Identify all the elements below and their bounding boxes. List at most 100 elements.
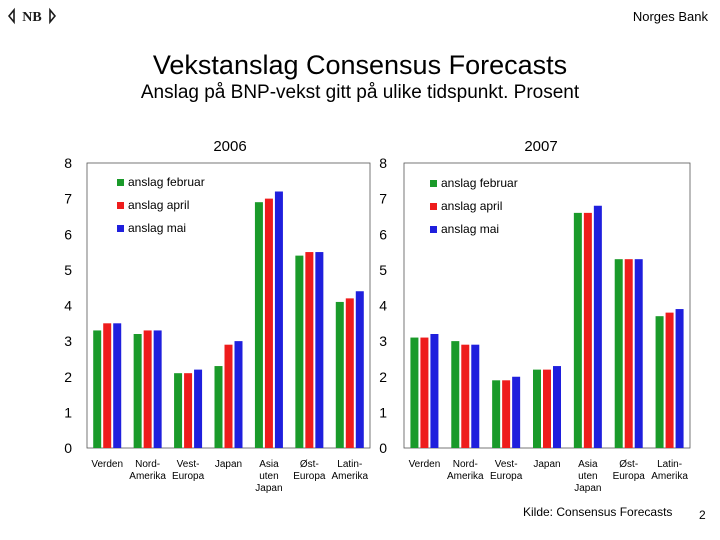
y-tick-label: 7 bbox=[64, 191, 72, 207]
x-category-label: Verden bbox=[91, 459, 123, 470]
x-category-label: Amerika bbox=[331, 471, 368, 482]
y-tick-label: 4 bbox=[64, 298, 72, 314]
y-tick-label: 2 bbox=[64, 369, 72, 385]
y-tick-label: 3 bbox=[64, 333, 72, 349]
y-tick-label: 0 bbox=[64, 440, 72, 456]
bar-anslag-mai-6 bbox=[355, 291, 364, 448]
y-tick-label: 4 bbox=[379, 298, 387, 314]
x-category-label: Latin- bbox=[657, 459, 682, 470]
chart-title: 2007 bbox=[524, 138, 557, 155]
legend-swatch bbox=[117, 202, 124, 209]
legend-swatch bbox=[430, 180, 437, 187]
bar-anslag-februar-0 bbox=[93, 330, 102, 448]
bar-anslag-april-0 bbox=[103, 323, 112, 448]
bar-anslag-mai-4 bbox=[593, 205, 602, 448]
y-tick-label: 0 bbox=[379, 440, 387, 456]
bar-anslag-april-6 bbox=[665, 312, 674, 448]
x-category-label: Asia bbox=[259, 459, 279, 470]
bar-anslag-april-2 bbox=[184, 373, 193, 448]
bar-anslag-februar-2 bbox=[492, 380, 501, 448]
bar-anslag-februar-3 bbox=[214, 366, 223, 448]
bar-anslag-april-5 bbox=[624, 259, 633, 448]
legend-label: anslag mai bbox=[128, 221, 186, 235]
bar-anslag-februar-1 bbox=[133, 334, 142, 448]
bar-anslag-april-6 bbox=[345, 298, 354, 448]
bar-anslag-mai-6 bbox=[675, 309, 684, 448]
x-category-label: Verden bbox=[409, 459, 441, 470]
x-category-label: Amerika bbox=[129, 471, 166, 482]
page-title: Vekstanslag Consensus Forecasts bbox=[152, 50, 568, 80]
y-tick-label: 2 bbox=[379, 369, 387, 385]
bar-anslag-februar-6 bbox=[335, 301, 344, 448]
x-category-label: Europa bbox=[490, 471, 523, 482]
y-tick-label: 7 bbox=[379, 191, 387, 207]
bar-anslag-mai-3 bbox=[553, 366, 561, 448]
x-category-label: Nord- bbox=[135, 459, 160, 470]
legend-label: anslag mai bbox=[441, 222, 499, 236]
y-tick-label: 8 bbox=[64, 155, 72, 171]
y-tick-label: 5 bbox=[64, 262, 72, 278]
bar-anslag-februar-6 bbox=[655, 316, 664, 448]
bar-anslag-april-0 bbox=[420, 337, 429, 448]
bar-anslag-april-4 bbox=[583, 212, 592, 448]
page-subtitle: Anslag på BNP-vekst gitt på ulike tidspu… bbox=[140, 82, 580, 103]
bar-anslag-mai-0 bbox=[113, 323, 122, 448]
norges-bank-logo: NB bbox=[8, 7, 56, 25]
logo-lettering: NB bbox=[22, 10, 41, 25]
x-category-label: uten bbox=[259, 471, 278, 482]
bar-anslag-april-3 bbox=[224, 344, 233, 448]
bar-anslag-april-4 bbox=[264, 198, 273, 448]
bar-anslag-februar-3 bbox=[533, 369, 541, 448]
bar-anslag-februar-4 bbox=[573, 212, 582, 448]
legend-label: anslag april bbox=[441, 199, 502, 213]
bar-anslag-mai-5 bbox=[315, 252, 324, 448]
y-tick-label: 6 bbox=[64, 226, 72, 242]
y-tick-label: 1 bbox=[379, 404, 387, 420]
x-category-label: Latin- bbox=[337, 459, 362, 470]
x-category-label: Vest- bbox=[177, 459, 200, 470]
legend-label: anslag april bbox=[128, 198, 189, 212]
x-category-label: Japan bbox=[574, 483, 601, 494]
x-category-label: Vest- bbox=[495, 459, 518, 470]
legend-swatch bbox=[430, 203, 437, 210]
y-tick-label: 8 bbox=[379, 155, 387, 171]
bar-anslag-mai-3 bbox=[234, 341, 243, 448]
x-category-label: Japan bbox=[255, 483, 282, 494]
bar-anslag-februar-5 bbox=[614, 259, 623, 448]
bar-anslag-mai-1 bbox=[153, 330, 162, 448]
bar-anslag-februar-2 bbox=[174, 373, 183, 448]
legend-label: anslag februar bbox=[128, 175, 205, 189]
bar-anslag-mai-2 bbox=[512, 376, 521, 448]
x-category-label: Europa bbox=[613, 471, 646, 482]
y-tick-label: 1 bbox=[64, 404, 72, 420]
y-tick-label: 6 bbox=[379, 226, 387, 242]
page-number: 2 bbox=[699, 508, 706, 522]
x-category-label: uten bbox=[578, 471, 597, 482]
source-note: Kilde: Consensus Forecasts bbox=[523, 505, 673, 519]
bar-anslag-februar-1 bbox=[451, 341, 460, 448]
x-category-label: Japan bbox=[215, 459, 242, 470]
x-category-label: Europa bbox=[172, 471, 205, 482]
legend-swatch bbox=[430, 226, 437, 233]
x-category-label: Øst- bbox=[619, 459, 638, 470]
bar-anslag-mai-1 bbox=[471, 344, 480, 448]
y-tick-label: 3 bbox=[379, 333, 387, 349]
x-category-label: Japan bbox=[533, 459, 560, 470]
bar-anslag-mai-2 bbox=[194, 369, 203, 448]
x-category-label: Nord- bbox=[453, 459, 478, 470]
bar-anslag-april-1 bbox=[461, 344, 470, 448]
legend-label: anslag februar bbox=[441, 176, 518, 190]
bar-anslag-februar-4 bbox=[254, 202, 263, 448]
bar-anslag-mai-0 bbox=[430, 334, 439, 448]
x-category-label: Europa bbox=[293, 471, 326, 482]
chart-title: 2006 bbox=[213, 138, 246, 155]
bar-anslag-februar-0 bbox=[410, 337, 419, 448]
x-category-label: Øst- bbox=[300, 459, 319, 470]
bar-anslag-mai-4 bbox=[274, 191, 283, 448]
bar-anslag-mai-5 bbox=[634, 259, 643, 448]
legend-swatch bbox=[117, 225, 124, 232]
bar-anslag-april-5 bbox=[305, 252, 314, 448]
bank-name: Norges Bank bbox=[632, 9, 708, 24]
